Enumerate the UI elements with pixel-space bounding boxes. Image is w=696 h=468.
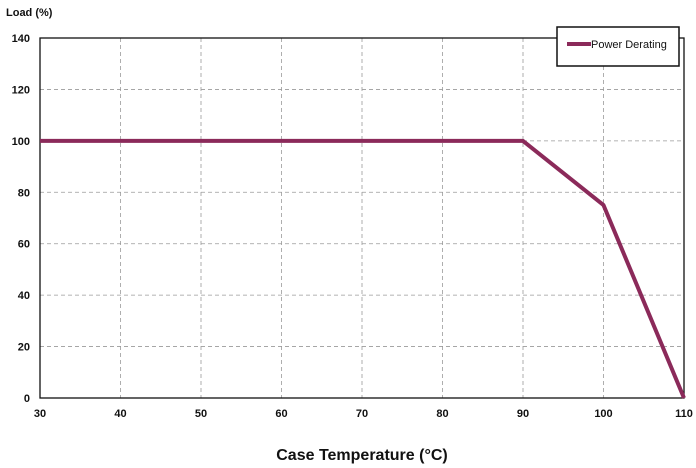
x-tick-labels: 30 40 50 60 70 80 90 100 110 [34,408,693,420]
y-tick-label: 60 [18,239,30,251]
legend-box [556,26,680,67]
plot-area-border [39,37,685,399]
y-tick-label: 100 [12,136,30,148]
x-tick-label: 60 [275,408,287,420]
x-tick-label: 100 [594,408,612,420]
y-tick-label: 80 [18,187,30,199]
x-tick-label: 80 [436,408,448,420]
y-axis-title: Load (%) [6,7,53,19]
x-tick-label: 110 [675,408,693,420]
x-tick-label: 40 [114,408,126,420]
x-tick-label: 90 [517,408,529,420]
power-derating-line [40,138,686,399]
legend-label-power-derating: Power Derating [591,39,667,51]
y-tick-label: 140 [12,33,30,45]
x-tick-label: 30 [34,408,46,420]
grid-lines [40,38,684,398]
y-tick-label: 0 [24,393,30,405]
y-tick-label: 20 [18,342,30,354]
legend: Power Derating [556,26,680,67]
x-tick-label: 50 [195,408,207,420]
x-tick-label: 70 [356,408,368,420]
y-tick-label: 120 [12,84,30,96]
x-axis-title: Case Temperature (°C) [276,447,447,464]
y-tick-labels: 0 20 40 60 80 100 120 140 [12,33,30,405]
y-tick-label: 40 [18,290,30,302]
